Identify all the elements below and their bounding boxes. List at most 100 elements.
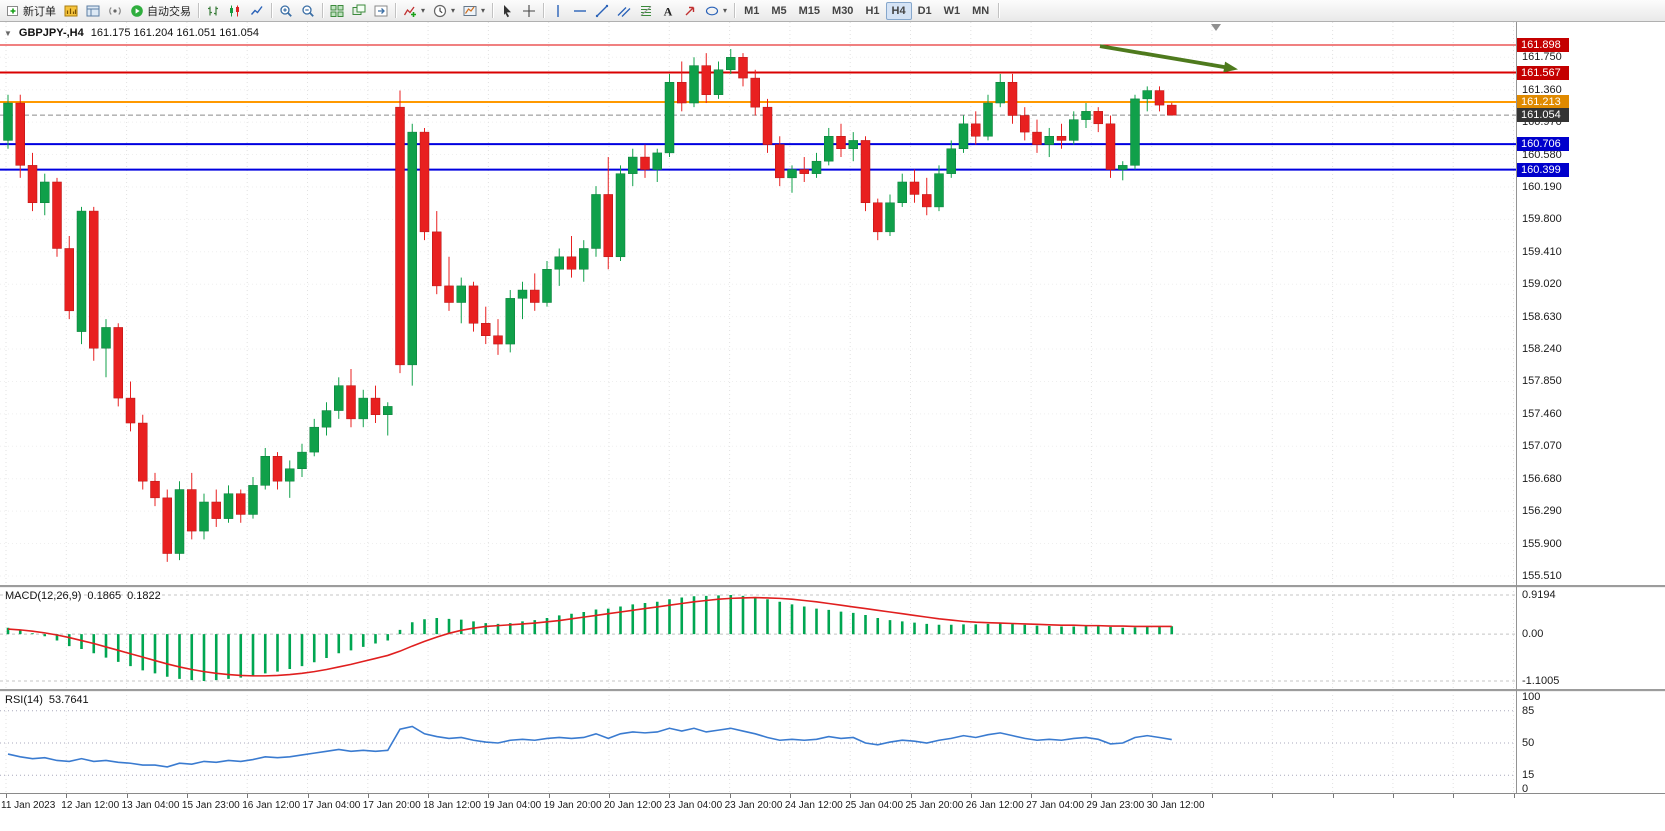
crosshair-button[interactable] bbox=[518, 2, 540, 20]
periods-button[interactable]: ▾ bbox=[429, 2, 459, 20]
time-axis-label: 19 Jan 04:00 bbox=[483, 800, 542, 811]
axis-tick-label: 157.850 bbox=[1522, 375, 1562, 388]
price-axis-border bbox=[1516, 22, 1517, 793]
time-axis[interactable]: 11 Jan 2023 12 Jan 12:00 13 Jan 04:00 15 Ja… bbox=[0, 793, 1665, 831]
panel-separator[interactable] bbox=[0, 585, 1665, 588]
tf-m15-label: M15 bbox=[798, 4, 821, 17]
price-axis[interactable]: 161.750161.360160.970160.580160.190159.8… bbox=[1517, 0, 1665, 831]
tf-m1-label: M1 bbox=[744, 4, 760, 17]
candle bbox=[444, 256, 454, 311]
trendline-button[interactable] bbox=[591, 2, 613, 20]
symbol-timeframe-label: GBPJPY-,H4 bbox=[18, 27, 84, 39]
chart-type-group bbox=[202, 2, 268, 20]
arrows-button[interactable] bbox=[679, 2, 701, 20]
line-chart-button[interactable] bbox=[246, 2, 268, 20]
autotrading-button-label: 自动交易 bbox=[147, 5, 191, 18]
fibonacci-button[interactable] bbox=[635, 2, 657, 20]
tf-h1[interactable]: H1 bbox=[859, 2, 885, 20]
tf-m15[interactable]: M15 bbox=[793, 2, 826, 20]
candle bbox=[873, 198, 883, 241]
tf-mn[interactable]: MN bbox=[966, 2, 995, 20]
candle bbox=[89, 206, 99, 361]
candle bbox=[554, 248, 564, 286]
axis-tick-label: 0.00 bbox=[1522, 628, 1544, 641]
candle bbox=[468, 281, 479, 332]
candle bbox=[787, 165, 797, 193]
tf-d1[interactable]: D1 bbox=[912, 2, 938, 20]
tf-w1[interactable]: W1 bbox=[938, 2, 967, 20]
axis-tick-label: 159.410 bbox=[1522, 245, 1562, 258]
one-click-collapse-icon[interactable]: ▼ bbox=[4, 28, 12, 38]
candle bbox=[1130, 94, 1140, 170]
market-watch-button[interactable] bbox=[60, 2, 82, 20]
candle bbox=[713, 61, 724, 99]
axis-tick-label: 159.020 bbox=[1522, 278, 1562, 291]
candle bbox=[15, 94, 25, 178]
dropdown-caret-icon: ▾ bbox=[481, 6, 486, 15]
chart-shift-marker[interactable] bbox=[1211, 24, 1221, 31]
time-axis-label: 24 Jan 12:00 bbox=[784, 800, 843, 811]
time-tick bbox=[1151, 794, 1153, 798]
rsi-grid bbox=[0, 691, 1516, 793]
candle bbox=[481, 306, 491, 345]
macd-panel[interactable] bbox=[0, 587, 1516, 689]
candle bbox=[971, 111, 981, 145]
signals-button[interactable] bbox=[104, 2, 126, 20]
time-axis-label: 12 Jan 12:00 bbox=[61, 800, 120, 811]
candle bbox=[836, 123, 846, 158]
time-tick bbox=[1332, 794, 1334, 798]
time-axis-label: 29 Jan 23:00 bbox=[1086, 800, 1145, 811]
channel-button[interactable] bbox=[613, 2, 635, 20]
macd-histogram bbox=[6, 594, 1174, 681]
time-tick bbox=[307, 794, 309, 798]
tf-h4[interactable]: H4 bbox=[885, 1, 912, 20]
bar-chart-button[interactable] bbox=[202, 2, 224, 20]
indicators-button[interactable]: ▾ bbox=[399, 2, 429, 20]
autotrading-button[interactable]: 自动交易 bbox=[126, 2, 195, 20]
main-chart-canvas[interactable] bbox=[0, 22, 1516, 585]
cursor-button[interactable] bbox=[496, 2, 518, 20]
time-tick bbox=[729, 794, 731, 798]
text-button[interactable]: A bbox=[657, 2, 679, 20]
data-window-button[interactable] bbox=[82, 2, 104, 20]
time-tick bbox=[186, 794, 188, 798]
horizontal-line-button[interactable] bbox=[569, 2, 591, 20]
price-level-label: 161.054 bbox=[1517, 108, 1569, 123]
vertical-line-button[interactable] bbox=[547, 2, 569, 20]
templates-icon bbox=[463, 5, 477, 16]
time-tick bbox=[66, 794, 68, 798]
price-level-label: 161.567 bbox=[1517, 65, 1569, 80]
trend-arrow-annotation[interactable] bbox=[1099, 44, 1238, 73]
candle bbox=[285, 460, 295, 498]
templates-button[interactable]: ▾ bbox=[459, 2, 489, 20]
tf-m1[interactable]: M1 bbox=[738, 2, 765, 20]
zoom-out-button[interactable] bbox=[297, 2, 319, 20]
candle bbox=[811, 152, 822, 178]
candle bbox=[909, 169, 920, 203]
tf-m5[interactable]: M5 bbox=[765, 2, 792, 20]
candle bbox=[983, 94, 993, 141]
candlestick-chart-button[interactable] bbox=[224, 2, 246, 20]
zoom-in-button[interactable] bbox=[275, 2, 297, 20]
rsi-panel[interactable] bbox=[0, 691, 1516, 793]
panel-separator[interactable] bbox=[0, 689, 1665, 692]
time-axis-label: 25 Jan 04:00 bbox=[845, 800, 904, 811]
candle bbox=[726, 48, 736, 74]
candle bbox=[187, 472, 197, 540]
time-tick bbox=[850, 794, 852, 798]
candle bbox=[701, 53, 711, 104]
candle bbox=[775, 136, 785, 187]
candle bbox=[174, 481, 185, 561]
tf-m30[interactable]: M30 bbox=[826, 2, 859, 20]
new-order-button[interactable]: 新订单 bbox=[2, 2, 60, 20]
tile-windows-button[interactable] bbox=[326, 2, 348, 20]
candle bbox=[1142, 86, 1152, 112]
candle bbox=[517, 281, 528, 320]
candle bbox=[542, 260, 552, 307]
shapes-icon bbox=[705, 6, 719, 15]
fibonacci-icon bbox=[640, 5, 652, 16]
text-icon: A bbox=[664, 4, 673, 18]
auto-arrange-button[interactable] bbox=[348, 2, 370, 20]
chart-shift-button[interactable] bbox=[370, 2, 392, 20]
shapes-button[interactable]: ▾ bbox=[701, 2, 731, 20]
